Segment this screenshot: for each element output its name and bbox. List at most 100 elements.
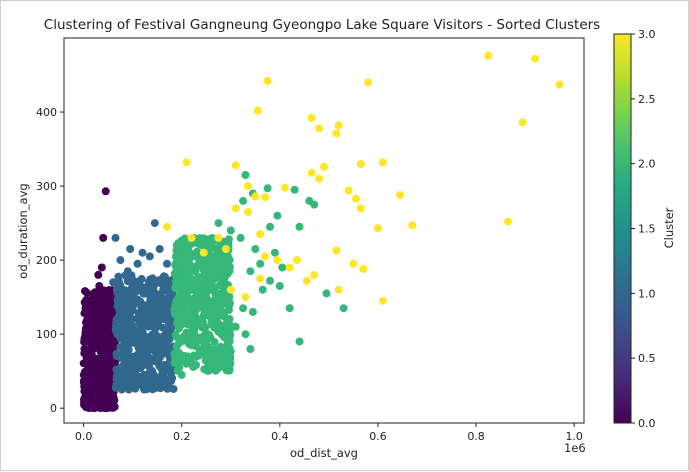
data-point-cluster-2 xyxy=(202,334,211,342)
data-point-cluster-0 xyxy=(94,270,103,279)
data-point-cluster-1 xyxy=(159,348,168,357)
data-point-cluster-0 xyxy=(85,334,94,343)
data-point-cluster-1 xyxy=(138,382,147,390)
data-point-cluster-3 xyxy=(280,183,289,192)
data-point-cluster-1 xyxy=(119,315,128,324)
colorbar xyxy=(613,33,632,424)
data-point-cluster-1 xyxy=(126,245,135,253)
data-point-cluster-1 xyxy=(123,309,132,318)
data-point-cluster-0 xyxy=(98,365,107,374)
data-point-cluster-3 xyxy=(396,191,404,199)
plot-area xyxy=(63,37,585,424)
chart-title: Clustering of Festival Gangneung Gyeongp… xyxy=(44,17,600,33)
data-point-cluster-2 xyxy=(187,341,196,350)
data-point-cluster-1 xyxy=(148,355,157,364)
data-point-cluster-2 xyxy=(199,344,208,353)
data-point-cluster-3 xyxy=(307,114,316,122)
data-point-cluster-0 xyxy=(94,379,103,388)
data-point-cluster-0 xyxy=(91,293,100,302)
data-point-cluster-3 xyxy=(378,158,387,167)
data-point-cluster-3 xyxy=(256,230,265,239)
data-point-cluster-2 xyxy=(207,311,216,320)
colorbar-axis: 0.0 0.5 1.0 1.5 2.0 2.5 3.0 xyxy=(631,28,656,430)
data-point-cluster-3 xyxy=(332,129,341,138)
data-point-cluster-0 xyxy=(88,300,97,309)
data-point-cluster-0 xyxy=(106,356,115,365)
data-point-cluster-0 xyxy=(95,282,104,290)
data-point-cluster-2 xyxy=(194,239,203,248)
data-point-cluster-1 xyxy=(112,327,121,336)
data-point-cluster-0 xyxy=(82,359,91,368)
data-point-cluster-0 xyxy=(88,323,97,331)
data-point-cluster-1 xyxy=(163,259,171,268)
y-tick-label: 300 xyxy=(36,180,57,193)
data-point-cluster-2 xyxy=(290,185,299,194)
data-point-cluster-1 xyxy=(131,285,140,294)
data-point-cluster-2 xyxy=(270,248,279,257)
data-point-cluster-2 xyxy=(203,366,212,375)
data-point-cluster-1 xyxy=(155,361,164,370)
data-point-cluster-2 xyxy=(285,304,294,313)
data-point-cluster-3 xyxy=(356,204,365,213)
data-point-cluster-1 xyxy=(160,379,169,388)
data-point-cluster-3 xyxy=(244,182,252,191)
data-point-cluster-1 xyxy=(116,256,125,265)
data-point-cluster-3 xyxy=(251,192,260,201)
data-point-cluster-3 xyxy=(484,51,493,60)
data-point-cluster-2 xyxy=(239,304,248,313)
data-point-cluster-2 xyxy=(204,282,213,291)
data-point-cluster-1 xyxy=(160,331,169,340)
data-point-cluster-2 xyxy=(251,245,260,253)
x-tick-label: 0.6 xyxy=(369,430,387,443)
data-point-cluster-2 xyxy=(222,366,231,375)
data-point-cluster-2 xyxy=(266,222,274,231)
data-point-cluster-3 xyxy=(302,276,311,285)
data-point-cluster-2 xyxy=(241,330,250,339)
data-point-cluster-2 xyxy=(186,330,195,338)
data-point-cluster-1 xyxy=(148,367,157,376)
data-point-cluster-2 xyxy=(248,307,257,316)
x-tick-label: 0.4 xyxy=(271,430,289,443)
data-point-cluster-3 xyxy=(231,204,240,213)
data-point-cluster-1 xyxy=(111,233,120,242)
colorbar-tick-label: 0.0 xyxy=(638,417,656,430)
y-tick-label: 0 xyxy=(50,402,57,415)
data-point-cluster-1 xyxy=(128,338,136,347)
data-point-cluster-2 xyxy=(211,366,220,375)
data-point-cluster-3 xyxy=(261,193,270,202)
data-point-cluster-3 xyxy=(555,80,564,89)
colorbar-tick-label: 1.5 xyxy=(638,223,656,236)
data-point-cluster-1 xyxy=(134,309,143,317)
data-point-cluster-1 xyxy=(123,267,132,276)
data-point-cluster-3 xyxy=(273,256,282,265)
data-point-cluster-1 xyxy=(109,278,118,287)
y-tick-label: 100 xyxy=(36,328,57,341)
data-point-cluster-2 xyxy=(190,316,199,325)
data-point-cluster-2 xyxy=(246,267,255,276)
data-point-cluster-3 xyxy=(408,221,417,230)
data-point-cluster-1 xyxy=(112,318,121,327)
data-point-cluster-1 xyxy=(133,259,142,268)
data-point-cluster-3 xyxy=(261,252,270,261)
data-point-cluster-3 xyxy=(378,296,387,305)
data-point-cluster-0 xyxy=(102,404,111,413)
data-point-cluster-1 xyxy=(150,373,159,382)
data-point-cluster-0 xyxy=(96,322,105,331)
data-point-cluster-1 xyxy=(129,364,138,373)
plot-border xyxy=(63,37,585,424)
data-point-cluster-3 xyxy=(310,270,319,279)
data-point-cluster-2 xyxy=(199,275,208,284)
data-point-cluster-2 xyxy=(172,333,181,341)
data-point-cluster-2 xyxy=(195,333,204,342)
data-point-cluster-2 xyxy=(174,270,182,279)
x-axis: 0.0 0.2 0.4 0.6 0.8 1.0 xyxy=(75,423,583,443)
data-point-cluster-2 xyxy=(295,222,304,231)
x-tick-label: 0.8 xyxy=(467,430,485,443)
data-point-cluster-2 xyxy=(208,299,217,308)
data-point-cluster-2 xyxy=(236,233,245,242)
data-point-cluster-3 xyxy=(334,121,343,130)
data-point-cluster-0 xyxy=(97,263,106,272)
data-point-cluster-2 xyxy=(310,200,319,209)
data-point-cluster-2 xyxy=(180,280,189,289)
data-point-cluster-1 xyxy=(165,292,174,301)
